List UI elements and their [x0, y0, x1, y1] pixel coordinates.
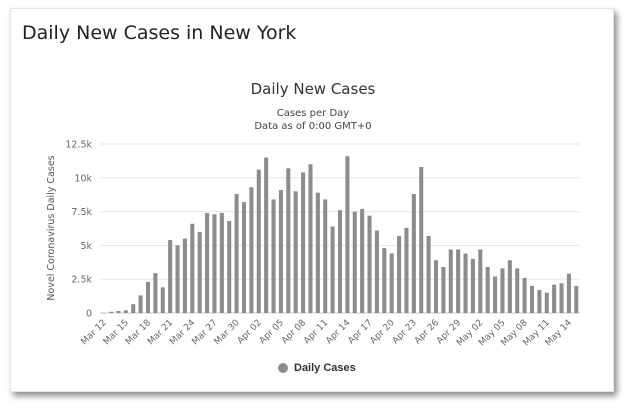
- y-tick-label: 10k: [74, 173, 92, 184]
- bar[interactable]: [234, 194, 239, 313]
- bar[interactable]: [559, 283, 564, 313]
- bar[interactable]: [256, 169, 261, 313]
- bar[interactable]: [337, 210, 343, 313]
- bar[interactable]: [522, 277, 527, 313]
- bar[interactable]: [470, 258, 475, 313]
- bar[interactable]: [323, 199, 328, 313]
- bar[interactable]: [426, 235, 431, 313]
- bar[interactable]: [330, 226, 335, 313]
- bar[interactable]: [352, 211, 357, 313]
- bar[interactable]: [367, 215, 372, 313]
- chart-subtitle-line2: Data as of 0:00 GMT+0: [254, 121, 371, 132]
- bar[interactable]: [109, 311, 114, 313]
- bar[interactable]: [131, 304, 136, 313]
- bar[interactable]: [345, 156, 350, 313]
- bar[interactable]: [374, 230, 379, 313]
- page-title: Daily New Cases in New York: [22, 22, 297, 44]
- x-tick-label: Mar 30: [213, 318, 242, 347]
- bar[interactable]: [286, 168, 291, 313]
- bar[interactable]: [433, 260, 439, 313]
- bar[interactable]: [566, 273, 571, 313]
- bar[interactable]: [101, 312, 106, 314]
- bar[interactable]: [241, 202, 247, 313]
- bar[interactable]: [138, 295, 143, 313]
- legend-item-daily-cases[interactable]: Daily Cases: [278, 362, 356, 374]
- bar[interactable]: [219, 212, 224, 313]
- bar[interactable]: [529, 285, 535, 313]
- bar[interactable]: [182, 238, 187, 313]
- chart-title: Daily New Cases: [251, 80, 376, 98]
- bar[interactable]: [419, 166, 424, 313]
- bar[interactable]: [145, 281, 151, 313]
- bar[interactable]: [153, 273, 158, 313]
- bar[interactable]: [227, 221, 232, 313]
- bar[interactable]: [441, 267, 446, 313]
- bar[interactable]: [463, 253, 468, 313]
- bar[interactable]: [123, 310, 128, 313]
- bar[interactable]: [404, 227, 409, 313]
- bar[interactable]: [552, 284, 557, 313]
- bar[interactable]: [456, 249, 461, 313]
- bar[interactable]: [249, 187, 254, 313]
- y-axis-title: Novel Coronavirus Daily Cases: [46, 155, 57, 300]
- bar[interactable]: [478, 249, 483, 313]
- bar[interactable]: [493, 276, 498, 314]
- bar[interactable]: [544, 292, 549, 313]
- legend-label: Daily Cases: [294, 362, 356, 374]
- bar[interactable]: [168, 239, 173, 313]
- bar[interactable]: [264, 157, 269, 313]
- bar[interactable]: [293, 191, 298, 313]
- y-tick-label: 12.5k: [65, 140, 92, 151]
- bar[interactable]: [500, 268, 505, 313]
- bar[interactable]: [301, 172, 306, 313]
- bar[interactable]: [360, 208, 365, 313]
- bar[interactable]: [507, 260, 512, 313]
- bar[interactable]: [308, 164, 313, 313]
- y-tick-label: 0: [86, 309, 92, 320]
- bar[interactable]: [515, 268, 520, 313]
- bar[interactable]: [382, 248, 387, 313]
- bar[interactable]: [397, 235, 402, 313]
- bar[interactable]: [315, 192, 320, 313]
- bar[interactable]: [212, 214, 217, 313]
- bar[interactable]: [448, 249, 453, 313]
- bar[interactable]: [190, 223, 195, 313]
- chart-subtitle-line1: Cases per Day: [277, 108, 349, 119]
- bar[interactable]: [175, 245, 180, 313]
- bar[interactable]: [116, 310, 121, 313]
- y-tick-label: 7.5k: [71, 207, 92, 218]
- y-tick-label: 5k: [80, 241, 92, 252]
- bar[interactable]: [485, 267, 490, 313]
- bar[interactable]: [160, 287, 165, 313]
- y-tick-label: 2.5k: [71, 275, 92, 286]
- bar[interactable]: [574, 285, 579, 313]
- bar[interactable]: [205, 212, 210, 313]
- bar[interactable]: [389, 253, 394, 313]
- bar[interactable]: [411, 194, 416, 313]
- bar[interactable]: [537, 290, 542, 313]
- bar[interactable]: [271, 199, 276, 313]
- bar[interactable]: [278, 189, 283, 313]
- legend-marker: [278, 363, 288, 373]
- y-ticks-layer: 0 2.5k 5k 7.5k 10k 12.5k: [65, 140, 92, 320]
- bar[interactable]: [197, 231, 202, 313]
- bars-layer: [101, 156, 579, 314]
